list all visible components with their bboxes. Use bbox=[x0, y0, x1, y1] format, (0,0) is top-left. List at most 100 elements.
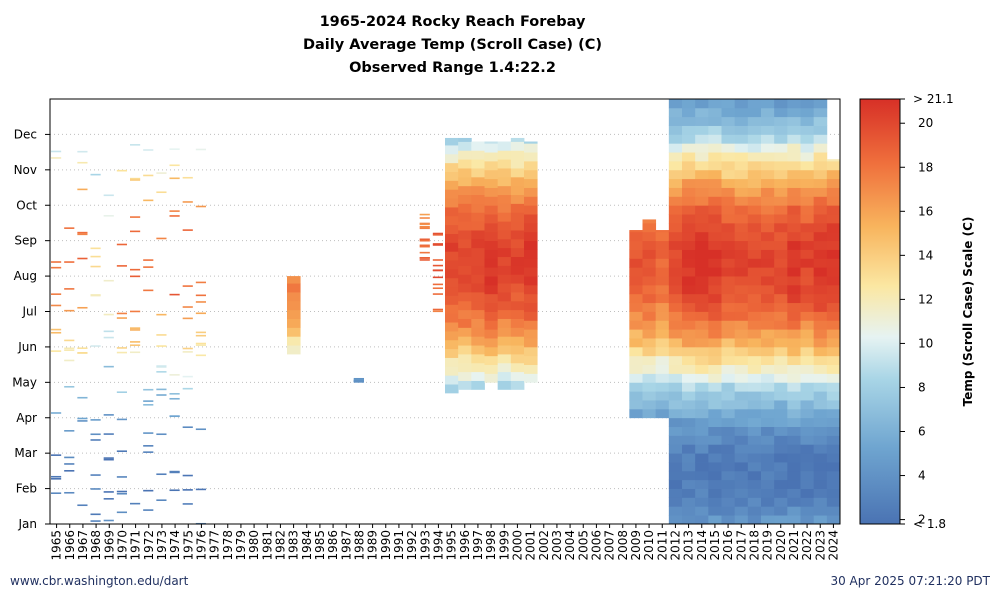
heatmap-cell bbox=[169, 148, 180, 150]
heatmap-cell bbox=[445, 313, 459, 323]
heatmap-cell bbox=[682, 143, 696, 153]
heatmap-cell bbox=[497, 141, 512, 151]
heatmap-cell bbox=[761, 391, 775, 401]
heatmap-cell bbox=[761, 125, 775, 135]
heatmap-cell bbox=[800, 169, 815, 180]
heatmap-cell bbox=[668, 205, 683, 215]
heatmap-cell bbox=[787, 400, 801, 410]
heatmap-cell bbox=[458, 168, 472, 178]
x-tick-label: 1996 bbox=[458, 530, 472, 561]
heatmap-cell bbox=[419, 222, 430, 225]
heatmap-cell bbox=[510, 327, 525, 337]
heatmap-cell bbox=[695, 169, 709, 180]
heatmap-cell bbox=[143, 400, 154, 402]
heatmap-cell bbox=[800, 329, 815, 339]
heatmap-cell bbox=[156, 365, 167, 367]
heatmap-cell bbox=[471, 212, 485, 222]
heatmap-cell bbox=[708, 338, 722, 348]
heatmap-cell bbox=[787, 338, 801, 348]
heatmap-cell bbox=[826, 408, 841, 419]
heatmap-cell bbox=[813, 444, 828, 454]
heatmap-cell bbox=[445, 224, 459, 234]
heatmap-cell bbox=[510, 221, 525, 231]
heatmap-cell bbox=[721, 470, 736, 481]
heatmap-cell bbox=[708, 373, 722, 383]
heatmap-cell bbox=[747, 284, 762, 295]
heatmap-cell bbox=[761, 497, 775, 507]
heatmap-cell bbox=[682, 196, 696, 206]
footer-timestamp: 30 Apr 2025 07:21:20 PDT bbox=[830, 574, 990, 588]
footer-source-link[interactable]: www.cbr.washington.edu/dart bbox=[10, 574, 189, 588]
heatmap-cell bbox=[90, 173, 101, 176]
heatmap-cell bbox=[747, 267, 762, 277]
x-tick-label: 2015 bbox=[708, 530, 722, 561]
heatmap-cell bbox=[484, 143, 499, 153]
heatmap-cell bbox=[471, 150, 485, 160]
heatmap-cell bbox=[484, 187, 499, 197]
heatmap-cell bbox=[458, 380, 472, 390]
heatmap-cell bbox=[182, 285, 193, 287]
heatmap-cell bbox=[813, 231, 828, 242]
heatmap-cell bbox=[458, 256, 472, 266]
heatmap-cell bbox=[682, 364, 696, 374]
heatmap-cell bbox=[445, 145, 459, 155]
heatmap-cell bbox=[774, 479, 788, 489]
heatmap-cell bbox=[90, 247, 101, 250]
heatmap-cell bbox=[642, 373, 657, 383]
heatmap-cell bbox=[51, 475, 62, 478]
heatmap-cell bbox=[77, 257, 88, 260]
heatmap-cell bbox=[695, 284, 709, 295]
heatmap-cell bbox=[524, 249, 538, 259]
heatmap-cell bbox=[419, 245, 430, 248]
heatmap-cell bbox=[682, 152, 696, 162]
y-tick-label: Nov bbox=[14, 163, 37, 177]
heatmap-cell bbox=[458, 345, 472, 355]
heatmap-cell bbox=[813, 497, 828, 507]
heatmap-cell bbox=[668, 99, 683, 109]
heatmap-cell bbox=[169, 374, 180, 376]
heatmap-cell bbox=[287, 283, 301, 293]
heatmap-cell bbox=[668, 329, 683, 339]
heatmap-cell bbox=[51, 478, 62, 480]
heatmap-cell bbox=[668, 444, 683, 454]
heatmap-cell bbox=[524, 320, 538, 330]
heatmap-cell bbox=[734, 240, 749, 250]
heatmap-cell bbox=[747, 400, 762, 410]
heatmap-cell bbox=[734, 205, 749, 215]
heatmap-cell bbox=[77, 504, 88, 507]
heatmap-cell bbox=[432, 259, 443, 261]
heatmap-cell bbox=[787, 408, 801, 419]
heatmap-cell bbox=[116, 511, 127, 514]
heatmap-cell bbox=[787, 444, 801, 454]
heatmap-cell bbox=[787, 249, 801, 259]
heatmap-cell bbox=[695, 187, 709, 197]
heatmap-cell bbox=[458, 159, 472, 169]
heatmap-cell bbox=[64, 359, 75, 362]
heatmap-cell bbox=[458, 247, 472, 258]
heatmap-cell bbox=[734, 444, 749, 454]
heatmap-cell bbox=[668, 284, 683, 295]
heatmap-cell bbox=[484, 346, 499, 357]
heatmap-cell bbox=[51, 293, 62, 295]
heatmap-cell bbox=[761, 400, 775, 410]
heatmap-cell bbox=[471, 283, 485, 293]
heatmap-cell bbox=[813, 373, 828, 383]
colorbar: 2 4 6 8 10 12 14 16 18 20 > 21.1 < 1.8 Temp (Scroll … bbox=[859, 92, 975, 531]
heatmap-cell bbox=[195, 148, 206, 151]
colorbar-gradient bbox=[859, 98, 901, 525]
heatmap-cell bbox=[668, 346, 683, 357]
heatmap-cell bbox=[77, 396, 88, 399]
heatmap-cell bbox=[721, 364, 736, 374]
heatmap-cell bbox=[471, 194, 485, 204]
heatmap-cell bbox=[695, 160, 709, 171]
heatmap-cell bbox=[287, 345, 301, 355]
heatmap-cell bbox=[432, 310, 443, 313]
heatmap-cell bbox=[734, 311, 749, 321]
x-tick-label: 2018 bbox=[747, 530, 761, 561]
heatmap-cell bbox=[445, 251, 459, 261]
heatmap-cell bbox=[813, 426, 828, 436]
heatmap-cell bbox=[484, 311, 499, 321]
heatmap-cell bbox=[682, 497, 696, 507]
heatmap-cell bbox=[642, 400, 657, 410]
heatmap-cell bbox=[458, 137, 472, 142]
